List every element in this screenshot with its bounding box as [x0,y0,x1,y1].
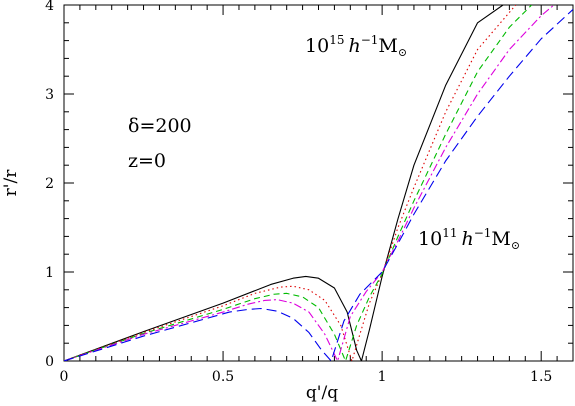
low-mass-h: h [461,228,473,250]
series-line-1 [64,5,504,361]
y-tick-label: 4 [45,0,54,14]
series-line-3 [64,5,533,361]
series-line-5 [64,9,573,361]
y-axis-label: r'/r [1,169,21,197]
series-line-4 [64,5,555,361]
low-mass-h-exponent: −1 [474,226,492,240]
high-mass-prefix: 10 [305,35,329,57]
low-mass-M: M [491,228,510,250]
series-line-2 [64,5,517,361]
y-tick-label: 3 [45,87,54,103]
high-mass-label: 1015 h−1M⊙ [305,33,407,59]
high-mass-h-exponent: −1 [361,33,379,47]
tick-labels: 0 0.5 1 1.5 0 1 2 3 4 [45,0,552,385]
x-tick-label: 1.5 [530,369,552,385]
redshift-annotation: z=0 [128,150,166,172]
x-axis-label: q'/q [306,383,338,403]
high-mass-exponent: 15 [329,33,344,47]
x-tick-label: 0.5 [212,369,234,385]
plot-border [63,4,574,362]
low-mass-prefix: 10 [418,228,442,250]
y-tick-label: 1 [45,265,54,281]
high-mass-sun-symbol: ⊙ [398,46,407,59]
high-mass-h: h [348,35,360,57]
delta-annotation: δ=200 [128,115,192,137]
x-tick-label: 0 [60,369,69,385]
plot-series [64,5,573,361]
low-mass-annotation: 1011 h−1M⊙ [418,226,520,252]
high-mass-M: M [378,35,397,57]
y-tick-label: 0 [45,354,54,370]
x-tick-label: 1 [378,369,387,385]
low-mass-exponent: 11 [442,226,457,240]
y-tick-label: 2 [45,176,54,192]
low-mass-label: 1011 h−1M⊙ [418,226,520,252]
high-mass-annotation: 1015 h−1M⊙ [305,33,407,59]
tick-marks [63,4,574,362]
low-mass-sun-symbol: ⊙ [511,239,520,252]
axis-frame [63,4,574,362]
